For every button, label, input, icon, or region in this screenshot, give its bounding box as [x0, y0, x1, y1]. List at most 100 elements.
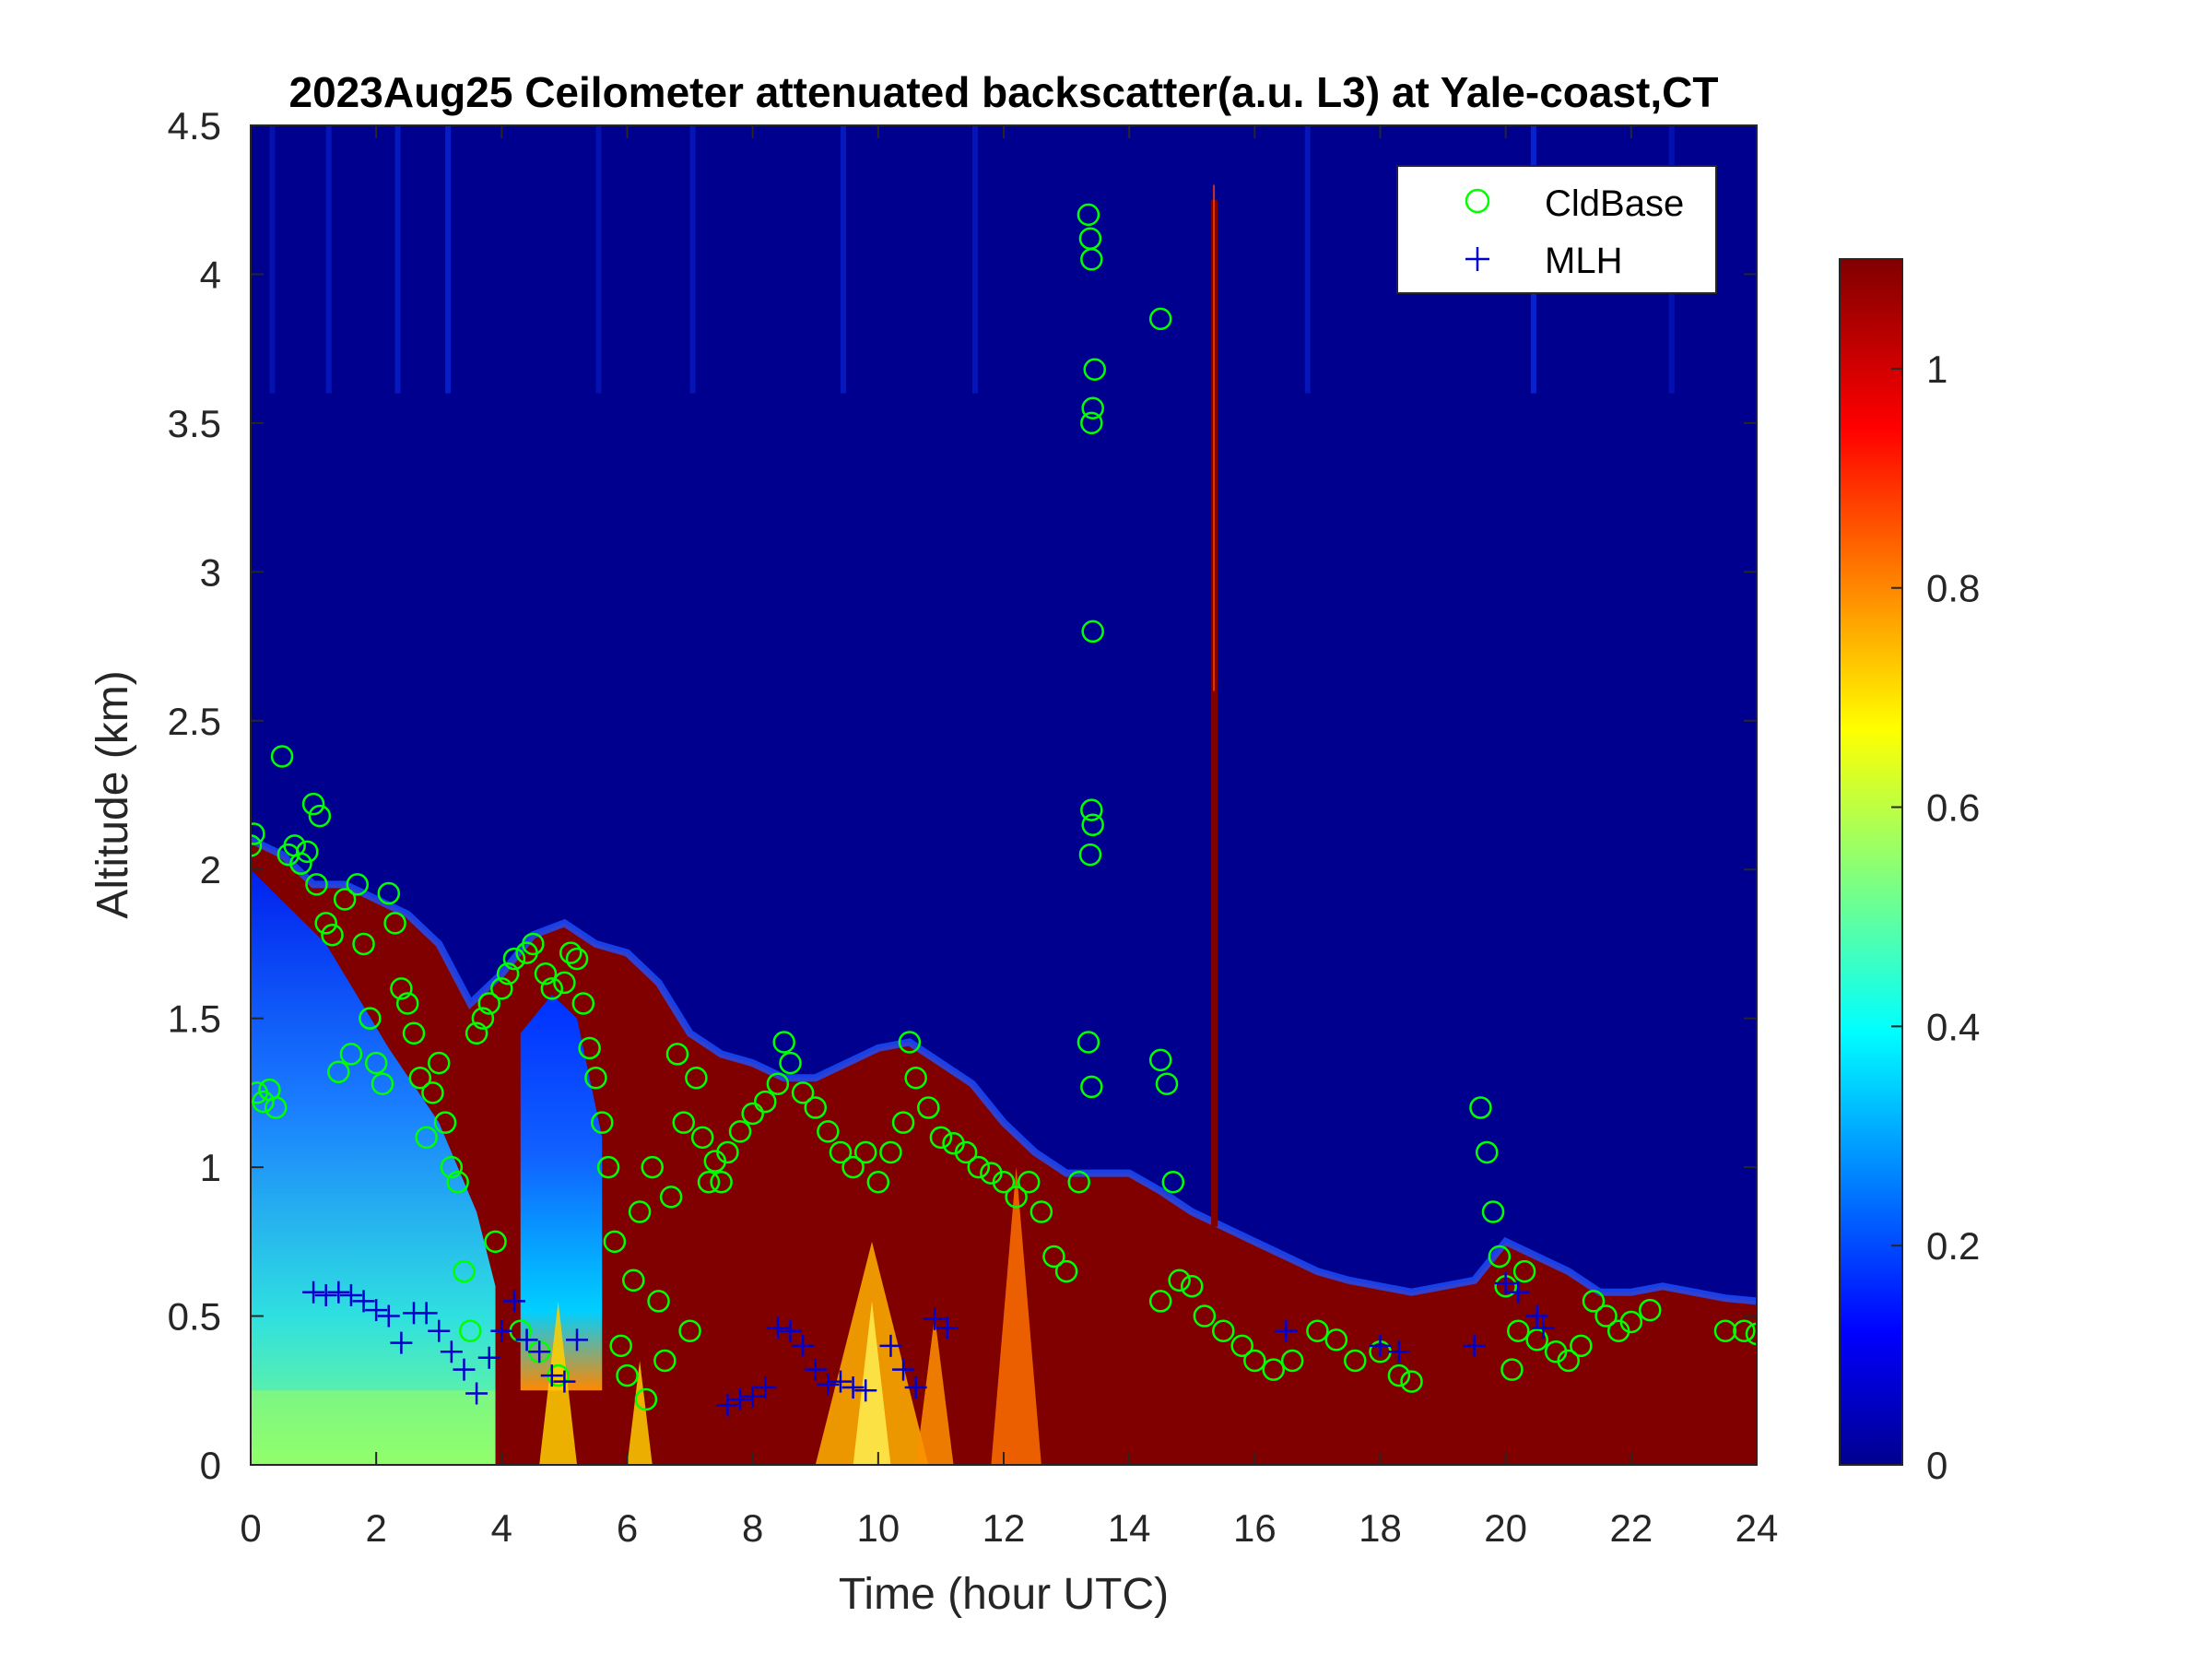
cldbase-point [804, 1096, 827, 1119]
cldbase-point [1570, 1334, 1593, 1358]
cldbase-point [829, 1140, 853, 1164]
cldbase-point [678, 1319, 701, 1342]
cldbase-point [383, 912, 406, 935]
cldbase-point [339, 1043, 363, 1066]
mlh-point [716, 1394, 739, 1417]
cldbase-point [264, 1096, 288, 1119]
cldbase-point [1005, 1186, 1028, 1209]
cldbase-point [502, 947, 526, 971]
cldbase-point [1619, 1310, 1643, 1334]
cldbase-point [866, 1171, 890, 1194]
cldbase-point [1243, 1349, 1266, 1373]
cldbase-point [578, 1036, 601, 1060]
aerosol-plume [539, 1301, 578, 1465]
upper-streak [689, 125, 696, 394]
cldbase-point [904, 1066, 927, 1090]
upper-streak [595, 125, 602, 394]
aerosol-plume [853, 1301, 891, 1465]
cldbase-point [1161, 1171, 1185, 1194]
mlh-point [352, 1290, 375, 1313]
mlh-point [1275, 1319, 1298, 1342]
upper-streak [840, 125, 846, 394]
cldbase-point [465, 1021, 488, 1045]
cldbase-point [408, 1066, 432, 1090]
legend: CldBase MLH [1396, 165, 1717, 294]
mlh-point [339, 1283, 362, 1306]
aerosol-plume [991, 1167, 1041, 1465]
mlh-point [879, 1334, 902, 1357]
cldbase-point [490, 977, 513, 1000]
cldbase-point [314, 912, 337, 935]
cldbase-point [1481, 1200, 1505, 1223]
cldbase-point [1168, 1269, 1191, 1292]
chart-title: 2023Aug25 Ceilometer attenuated backscat… [289, 68, 1719, 116]
cldbase-point [327, 1060, 350, 1084]
cldbase-point [308, 804, 332, 828]
mlh-point [892, 1358, 915, 1381]
cldbase-point [1230, 1334, 1253, 1358]
cldbase-point [1081, 813, 1104, 837]
mlh-point [924, 1307, 947, 1330]
cldbase-point [898, 1031, 922, 1054]
y-tick-label: 0.5 [168, 1295, 221, 1339]
cldbase-point [967, 1155, 991, 1179]
legend-mlh-marker [1465, 247, 1489, 271]
x-tick-label: 8 [742, 1506, 763, 1550]
cldbase-point [1081, 396, 1104, 419]
cldbase-point [716, 1140, 739, 1164]
cldbase-point [446, 1171, 469, 1194]
cldbase-point [346, 873, 369, 896]
x-tick-label: 20 [1484, 1506, 1527, 1550]
colorbar-ticks: 0 0.2 0.4 0.6 0.8 1 [1891, 348, 1980, 1487]
cldbase-point [1042, 1245, 1065, 1269]
cldbase-point [1083, 358, 1106, 382]
x-tick-label: 12 [982, 1506, 1026, 1550]
cldbase-point [270, 745, 294, 768]
x-axis-label: Time (hour UTC) [839, 1570, 1169, 1619]
cldbase-point [459, 1319, 482, 1342]
y-tick-label: 3 [200, 550, 221, 594]
y-tick-label: 3.5 [168, 402, 221, 445]
mlh-point [754, 1376, 777, 1399]
mlh-point [829, 1370, 852, 1393]
cldbase-point [395, 992, 419, 1015]
surface-layer [251, 1390, 496, 1465]
aerosol-plume [915, 1316, 954, 1465]
y-tick-label: 1.5 [168, 997, 221, 1041]
mlh-point [477, 1346, 500, 1369]
rain-spike-core [1213, 184, 1216, 691]
cldbase-point [1054, 1259, 1078, 1283]
cldbase-point [754, 1090, 777, 1114]
cldbase-point [364, 1051, 388, 1075]
x-tick-label: 6 [617, 1506, 638, 1550]
colorbar-tick-label: 1 [1926, 348, 1947, 391]
cldbase-point [697, 1171, 721, 1194]
cldbase-point [1400, 1370, 1423, 1393]
cldbase-point [333, 888, 357, 911]
y-axis: 0 0.5 1 1.5 2 2.5 3 3.5 4 4.5 [168, 104, 1757, 1487]
mlh-series [302, 1272, 1555, 1417]
cldbase-point [596, 1155, 620, 1179]
cldbase-point [1733, 1319, 1756, 1342]
cldbase-point [1181, 1275, 1204, 1298]
mlh-point [741, 1385, 764, 1408]
cldbase-point [685, 1066, 708, 1090]
cldbase-point [1306, 1319, 1329, 1342]
cldbase-point [766, 1072, 790, 1095]
cldbase-point [1080, 411, 1103, 435]
legend-cldbase-marker [1465, 188, 1490, 214]
mlh-point [935, 1316, 959, 1339]
cldbase-point [471, 1007, 495, 1030]
boundary-layer-region [251, 839, 1757, 1465]
mlh-point [502, 1290, 525, 1313]
mlh-point [428, 1319, 451, 1342]
cldbase-point [301, 792, 325, 816]
cldbase-point [1080, 248, 1103, 271]
mlh-point [1525, 1304, 1548, 1328]
upper-streak [269, 125, 276, 394]
cldbase-point [453, 1259, 476, 1283]
cldbase-point [1344, 1349, 1367, 1373]
cldbase-point [559, 941, 582, 964]
cldbase-point [1745, 1322, 1757, 1346]
